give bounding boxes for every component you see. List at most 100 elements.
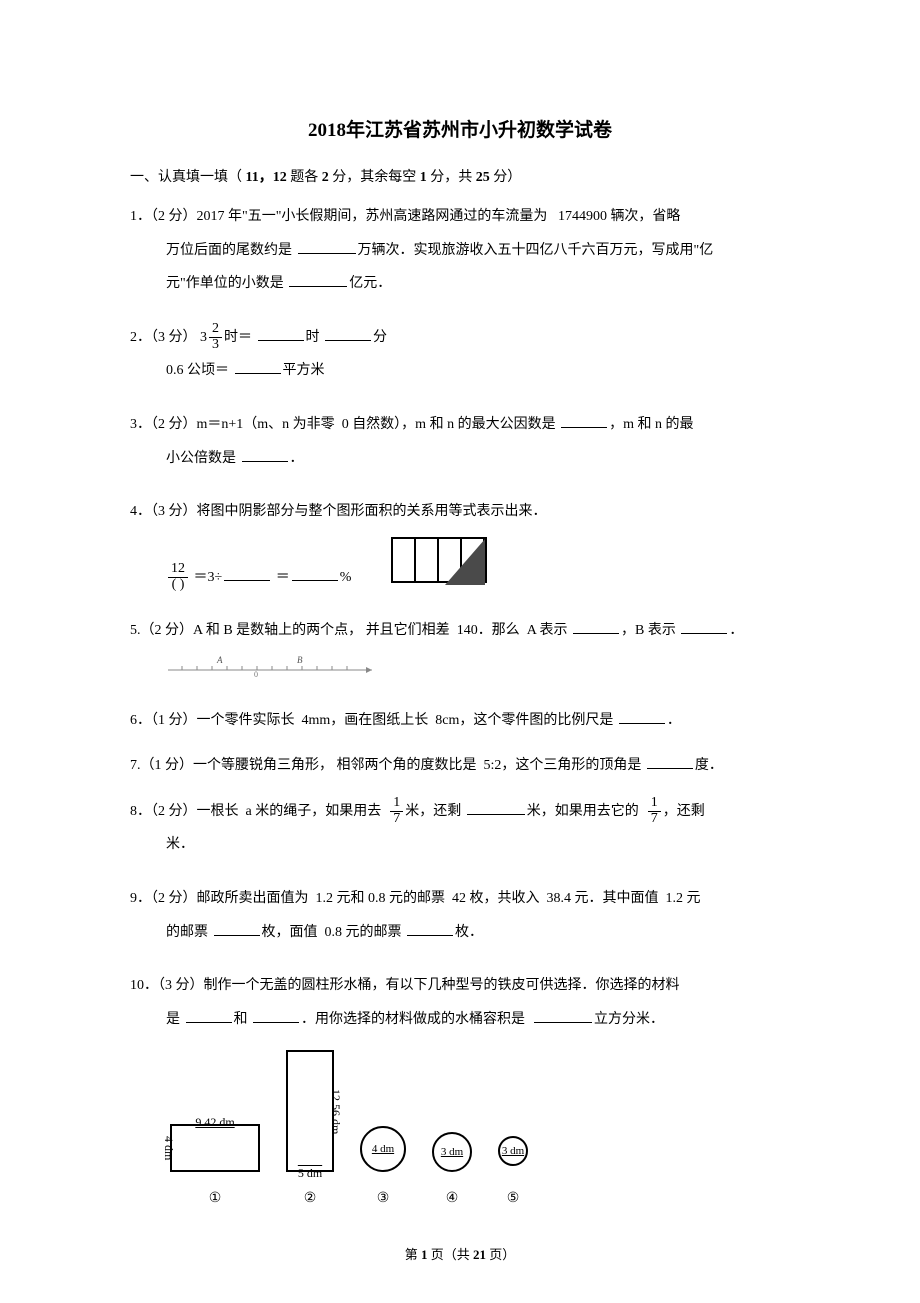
footer-pg: 1 bbox=[421, 1247, 428, 1262]
question-9: 9．（2 分）邮政所卖出面值为 1.2 元和 0.8 元的邮票 42 枚，共收入… bbox=[130, 882, 790, 949]
section-1-header: 一、认真填一填（ 11，12 题各 2 分，其余每空 1 分，共 25 分） bbox=[130, 166, 790, 186]
q10-l2d: 立方分米． bbox=[594, 1012, 664, 1027]
q3-l2b: ． bbox=[290, 451, 304, 466]
svg-text:0: 0 bbox=[254, 670, 258, 678]
q3-t1: m＝n+1（m、n 为非零 bbox=[197, 417, 335, 432]
q5-t4: ． bbox=[729, 623, 743, 638]
q3-line2: 小公倍数是 ． bbox=[130, 451, 304, 466]
q4-eq: 12 ( ) ＝3÷ ＝% bbox=[130, 570, 355, 585]
q10-figure: 9.42 dm 4 dm ① 12.56 dm 5 dm ② 4 dm ③ 3 … bbox=[170, 1050, 790, 1216]
q1-line2: 万位后面的尾数约是 万辆次．实现旅游收入五十四亿八千六百万元，写成用"亿 bbox=[130, 243, 713, 258]
title-year: 2018 bbox=[308, 120, 346, 141]
sec1-p1: 1 bbox=[420, 170, 427, 185]
blank bbox=[298, 240, 356, 254]
blank bbox=[224, 567, 270, 581]
q4-triangle bbox=[445, 539, 485, 585]
shape-3: 4 dm ③ bbox=[360, 1126, 406, 1216]
question-7: 7.（1 分）一个等腰锐角三角形， 相邻两个角的度数比是 5:2，这个三角形的顶… bbox=[130, 749, 790, 783]
q4-rectangle bbox=[391, 537, 487, 583]
q4-pct: % bbox=[340, 570, 352, 585]
circle-3: 4 dm bbox=[360, 1126, 406, 1172]
dim-bottom: 5 dm bbox=[288, 1159, 332, 1188]
q1-l3b: 亿元． bbox=[349, 276, 391, 291]
blank bbox=[467, 801, 525, 815]
footer-b: 页（共 bbox=[431, 1247, 470, 1262]
q2-whole: 3 bbox=[200, 330, 207, 345]
frac-den: 3 bbox=[209, 338, 222, 353]
q10-l2c: ．用你选择的材料做成的水桶容积是 bbox=[301, 1012, 525, 1027]
q5-t3: ，B 表示 bbox=[621, 623, 676, 638]
q2-l2b: 平方米 bbox=[283, 363, 325, 378]
q2-l2a: 0.6 公顷＝ bbox=[166, 363, 229, 378]
q8-l2: 米． bbox=[166, 837, 194, 852]
question-10: 10．（3 分）制作一个无盖的圆柱形水桶，有以下几种型号的铁皮可供选择．你选择的… bbox=[130, 969, 790, 1216]
q2-u3: 分 bbox=[373, 330, 387, 345]
page-footer: 第 1 页（共 21 页） bbox=[130, 1244, 790, 1263]
q3-zero: 0 bbox=[342, 417, 349, 432]
footer-total: 21 bbox=[473, 1247, 486, 1262]
blank bbox=[619, 710, 665, 724]
q8-t1: a 米的绳子，如果用去 bbox=[246, 804, 382, 819]
dim-top: 9.42 dm bbox=[172, 1108, 258, 1137]
q9-l2d: 枚． bbox=[455, 925, 483, 940]
q1-l3a: 元"作单位的小数是 bbox=[166, 276, 284, 291]
q1-l2b: 万辆次．实现旅游收入五十四亿八千六百万元，写成用"亿 bbox=[358, 243, 714, 258]
fraction: 23 bbox=[209, 322, 222, 352]
blank bbox=[253, 1009, 299, 1023]
q8-t4: ，还剩 bbox=[663, 804, 705, 819]
q9-amt: 38.4 元．其中面值 bbox=[547, 891, 659, 906]
q5-val: 140．那么 bbox=[457, 623, 520, 638]
q7-label: 7.（1 分）一个等腰锐角三角形， bbox=[130, 758, 333, 773]
sec1-m3: 分，共 bbox=[430, 170, 472, 185]
blank bbox=[561, 414, 607, 428]
q9-label: 9．（2 分）邮政所卖出面值为 bbox=[130, 891, 309, 906]
sec1-suf: 分） bbox=[493, 170, 521, 185]
q4-eq2: ＝ bbox=[276, 570, 290, 585]
blank bbox=[186, 1009, 232, 1023]
sec1-p2: 2 bbox=[322, 170, 329, 185]
shape-1: 9.42 dm 4 dm ① bbox=[170, 1124, 260, 1216]
blank bbox=[292, 567, 338, 581]
question-1: 1．（2 分）2017 年"五一"小长假期间，苏州高速路网通过的车流量为 174… bbox=[130, 200, 790, 301]
q2-u1: 时＝ bbox=[224, 330, 252, 345]
footer-c: 页） bbox=[489, 1247, 515, 1262]
q10-l2a: 是 bbox=[166, 1012, 180, 1027]
frac-den: ( ) bbox=[169, 578, 188, 593]
q8-line2: 米． bbox=[130, 837, 194, 852]
blank bbox=[289, 273, 347, 287]
svg-text:A: A bbox=[216, 655, 223, 665]
blank bbox=[258, 327, 304, 341]
q6-v2: 8cm，这个零件图的比例尺是 bbox=[435, 713, 613, 728]
shape-num: ⑤ bbox=[507, 1182, 520, 1216]
fraction: 17 bbox=[648, 796, 661, 826]
question-8: 8．（2 分）一根长 a 米的绳子，如果用去 17米，还剩 米，如果用去它的 1… bbox=[130, 795, 790, 862]
blank bbox=[534, 1009, 592, 1023]
rect-1: 9.42 dm 4 dm bbox=[170, 1124, 260, 1172]
q3-l2a: 小公倍数是 bbox=[166, 451, 236, 466]
circle-label: 4 dm bbox=[372, 1136, 394, 1162]
blank bbox=[573, 620, 619, 634]
q8-t2: 米，还剩 bbox=[405, 804, 461, 819]
blank bbox=[647, 755, 693, 769]
frac-num: 1 bbox=[648, 796, 661, 812]
q6-label: 6．（1 分）一个零件实际长 bbox=[130, 713, 295, 728]
q4-cell bbox=[416, 539, 439, 581]
sec1-pt: 25 bbox=[476, 170, 490, 185]
shape-num: ③ bbox=[377, 1182, 390, 1216]
q7-ratio: 5:2，这个三角形的顶角是 bbox=[484, 758, 642, 773]
q1-t2: 辆次，省略 bbox=[610, 209, 680, 224]
question-5: 5.（2 分）A 和 B 是数轴上的两个点， 并且它们相差 140．那么 A 表… bbox=[130, 614, 790, 691]
blank bbox=[407, 922, 453, 936]
q7-t1: 相邻两个角的度数比是 bbox=[337, 758, 477, 773]
q10-l2b: 和 bbox=[234, 1012, 248, 1027]
q3-t2: 自然数），m 和 n 的最大公因数是 bbox=[352, 417, 555, 432]
rect-2: 12.56 dm 5 dm bbox=[286, 1050, 334, 1172]
question-4: 4．（3 分）将图中阴影部分与整个图形面积的关系用等式表示出来． 12 ( ) … bbox=[130, 495, 790, 594]
frac-den: 7 bbox=[390, 812, 403, 827]
sec1-m1: 题各 bbox=[290, 170, 318, 185]
q9-t1: 1.2 元和 0.8 元的邮票 bbox=[316, 891, 446, 906]
blank bbox=[214, 922, 260, 936]
fraction: 12 ( ) bbox=[168, 562, 188, 592]
dim-left: 4 dm bbox=[154, 1126, 183, 1170]
q8-t3: 米，如果用去它的 bbox=[527, 804, 639, 819]
